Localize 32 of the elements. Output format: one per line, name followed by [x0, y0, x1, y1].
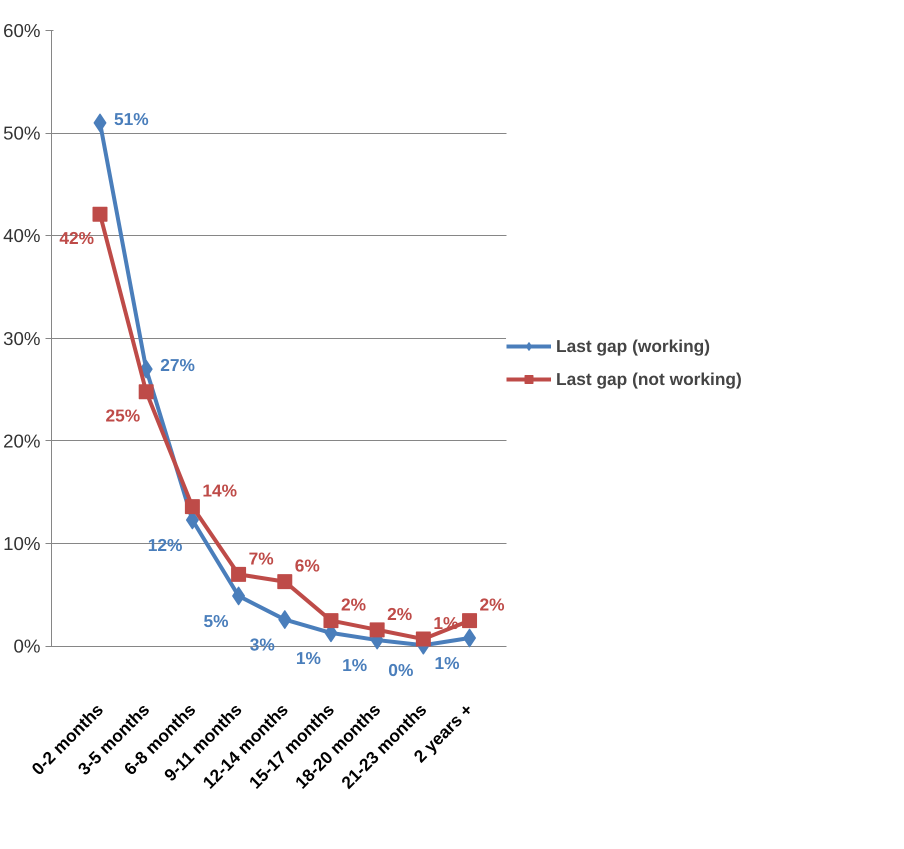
data-label: 25% [106, 406, 140, 426]
point [92, 206, 108, 222]
data-label: 1% [296, 648, 321, 668]
data-label: 5% [204, 610, 229, 631]
y-tick-label: 30% [3, 328, 41, 349]
point [462, 613, 478, 628]
point [184, 499, 200, 514]
point [323, 613, 338, 628]
y-tick-label: 40% [3, 225, 41, 246]
data-label: 51% [114, 108, 149, 129]
data-label: 1% [434, 653, 460, 674]
point [370, 622, 385, 638]
point [231, 566, 246, 582]
y-tick-label: 0% [14, 636, 41, 657]
legend-label: Last gap (not working) [556, 368, 742, 390]
data-label: 6% [294, 556, 320, 576]
data-label: 14% [202, 480, 238, 501]
y-tick-label: 20% [3, 430, 41, 452]
data-label: 1% [342, 655, 368, 676]
data-label: 2% [387, 604, 412, 624]
data-label: 2% [480, 594, 505, 615]
data-label: 0% [388, 660, 414, 680]
data-label: 2% [340, 594, 366, 615]
data-label: 7% [248, 548, 274, 568]
y-tick-label: 10% [3, 533, 41, 554]
point [277, 574, 292, 590]
point [416, 632, 431, 647]
y-tick-label: 60% [3, 20, 41, 41]
data-label: 27% [160, 355, 195, 376]
point [138, 384, 154, 400]
legend-label: Last gap (working) [556, 336, 710, 356]
y-tick-label: 50% [3, 122, 41, 144]
